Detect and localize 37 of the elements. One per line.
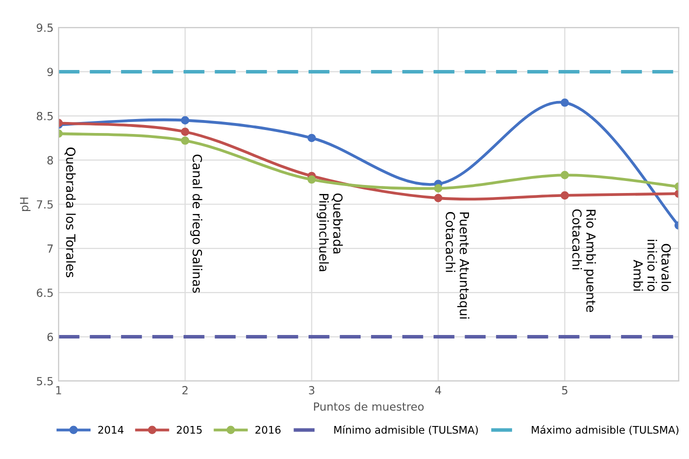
legend-label: Mínimo admisible (TULSMA)	[334, 425, 478, 435]
y-tick-label: 7.5	[36, 200, 53, 209]
legend-label: 2014	[98, 426, 124, 434]
annotation: Rio Ambi puente Cotacachi	[572, 209, 596, 312]
x-tick-label: 2	[182, 386, 188, 394]
y-tick-label: 6	[47, 332, 54, 342]
x-tick-label: 1	[56, 386, 62, 394]
y-tick-label: 9.5	[36, 24, 53, 32]
x-axis-title: Puntos de muestreo	[314, 402, 424, 411]
annotation: Canal de riego Salinas	[190, 154, 202, 293]
y-tick-label: 6.5	[36, 288, 53, 297]
annotation: Quebrada los Torales	[64, 148, 76, 278]
x-tick-label: 5	[562, 386, 568, 394]
y-tick-label: 8	[47, 156, 53, 164]
point	[560, 98, 569, 107]
y-tick-label: 9	[47, 68, 53, 76]
legend-label: 2016	[255, 426, 281, 434]
y-tick-label: 7	[48, 244, 53, 253]
annotation: Otavalo inicio rio Ambi	[633, 240, 672, 292]
point	[308, 175, 316, 184]
point	[560, 170, 569, 180]
y-tick-label: 8.5	[36, 112, 53, 120]
legend-label: 2015	[176, 426, 202, 434]
y-tick-label: 5.5	[36, 377, 53, 386]
point	[560, 191, 569, 200]
annotation: Quebrada Pinginchuela	[316, 193, 343, 272]
point	[180, 136, 190, 145]
x-tick-label: 3	[308, 386, 314, 394]
point	[434, 194, 442, 202]
annotation: Puente Atuntaqui Cotacachi	[446, 212, 470, 319]
point	[308, 134, 316, 142]
legend-label: Máximo admisible (TULSMA)	[532, 425, 678, 435]
x-tick-label: 4	[435, 386, 442, 394]
point	[434, 184, 442, 193]
point	[180, 128, 190, 136]
point	[180, 116, 190, 124]
y-axis-title: pH	[20, 198, 30, 211]
